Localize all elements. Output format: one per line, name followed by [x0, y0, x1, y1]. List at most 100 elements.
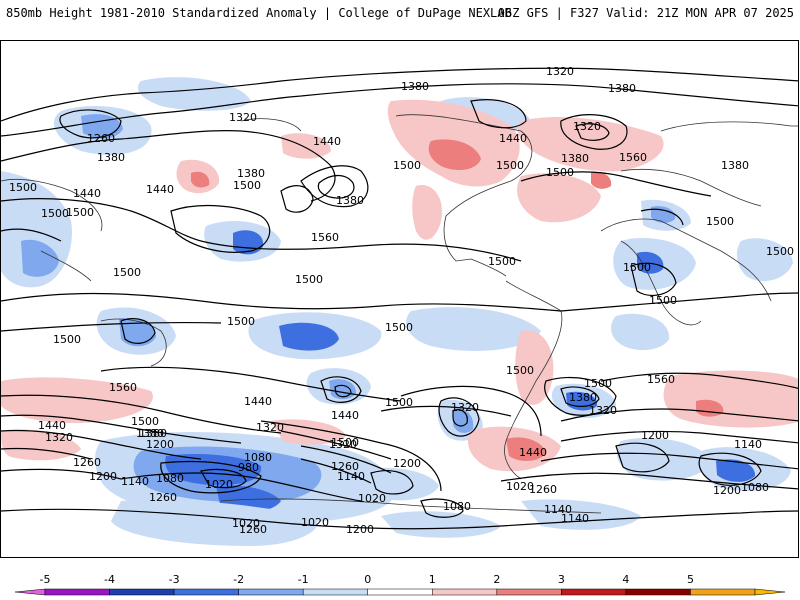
- contour-label: 1200: [346, 523, 374, 536]
- contour-label: 1500: [496, 159, 524, 172]
- contour-label: 1380: [237, 167, 265, 180]
- contour-label: 1140: [121, 475, 149, 488]
- contour-labels: 1320 1380 1320 1380 1260 1440 1380 1500 …: [9, 65, 794, 536]
- colorbar-tick-label: -4: [104, 573, 115, 586]
- colorbar-bin: [44, 588, 110, 596]
- contour-label: 1080: [156, 472, 184, 485]
- contour-label: 1500: [546, 166, 574, 179]
- contour-label: 1560: [647, 373, 675, 386]
- contour-label: 1260: [331, 460, 359, 473]
- contour-label: 1200: [713, 484, 741, 497]
- anomaly-map[interactable]: 1320 1380 1320 1380 1260 1440 1380 1500 …: [0, 40, 799, 558]
- negative-anomaly-shading: [1, 77, 793, 546]
- colorbar-tick-label: 4: [622, 573, 629, 586]
- contour-label: 1380: [721, 159, 749, 172]
- contour-label: 1500: [623, 261, 651, 274]
- contour-label: 1260: [529, 483, 557, 496]
- contour-label: 1380: [569, 391, 597, 404]
- contour-label: 1320: [329, 438, 357, 451]
- colorbar-bin: [625, 588, 691, 596]
- contour-label: 1200: [393, 457, 421, 470]
- contour-label: 1020: [301, 516, 329, 529]
- contour-label: 1500: [233, 179, 261, 192]
- contour-label: 1500: [584, 377, 612, 390]
- contour-label: 1500: [488, 255, 516, 268]
- colorbar-bin: [173, 588, 239, 596]
- colorbar-bin: [109, 588, 175, 596]
- colorbar-tick-label: -3: [169, 573, 180, 586]
- colorbar-bin: [238, 588, 304, 596]
- contour-label: 1020: [232, 517, 260, 530]
- contour-label: 1320: [573, 120, 601, 133]
- contour-label: 1380: [136, 427, 164, 440]
- colorbar-bin: [690, 588, 756, 596]
- contour-label: 1080: [741, 481, 769, 494]
- colorbar-tick-label: 5: [687, 573, 694, 586]
- colorbar-tick-label: 0: [364, 573, 371, 586]
- header-bar: 850mb Height 1981-2010 Standardized Anom…: [0, 0, 800, 36]
- contour-label: 1440: [146, 183, 174, 196]
- contour-label: 1260: [87, 132, 115, 145]
- anomaly-colorbar: -5 -4 -3 -2 -1 0 1 2 3 4 5: [0, 565, 800, 600]
- contour-label: 1440: [38, 419, 66, 432]
- contour-label: 1500: [41, 207, 69, 220]
- contour-label: 1440: [519, 446, 547, 459]
- contour-label: 1200: [641, 429, 669, 442]
- contour-label: 1440: [331, 409, 359, 422]
- contour-label: 1260: [73, 456, 101, 469]
- contour-label: 1020: [205, 478, 233, 491]
- contour-label: 1380: [139, 427, 167, 440]
- contour-label: 1080: [443, 500, 471, 513]
- model-run-info: 06Z GFS | F327 Valid: 21Z MON APR 07 202…: [497, 6, 794, 20]
- contour-label: 1380: [608, 82, 636, 95]
- colorbar-high-arrow: [754, 588, 786, 596]
- contour-label: 1500: [385, 321, 413, 334]
- contour-label: 1500: [766, 245, 794, 258]
- colorbar-tick-label: -5: [40, 573, 51, 586]
- contour-label: 1140: [337, 470, 365, 483]
- contour-label: 1380: [97, 151, 125, 164]
- colorbar-tick-label: 1: [429, 573, 436, 586]
- colorbar-bin: [432, 588, 498, 596]
- contour-label: 1500: [385, 396, 413, 409]
- contour-label: 1560: [311, 231, 339, 244]
- colorbar-bin: [302, 588, 368, 596]
- colorbar-tick-label: -1: [298, 573, 309, 586]
- contour-label: 1440: [313, 135, 341, 148]
- colorbar-bin: [496, 588, 562, 596]
- colorbar-tick-label: 3: [558, 573, 565, 586]
- contour-label: 1500: [506, 364, 534, 377]
- contour-label: 980: [238, 461, 259, 474]
- contour-label: 1440: [73, 187, 101, 200]
- contour-label: 1020: [506, 480, 534, 493]
- contour-label: 1320: [546, 65, 574, 78]
- contour-label: 1020: [358, 492, 386, 505]
- contour-label: 1320: [589, 404, 617, 417]
- contour-label: 1140: [544, 503, 572, 516]
- contour-label: 1320: [256, 421, 284, 434]
- contour-label: 1260: [149, 491, 177, 504]
- contour-label: 1500: [331, 436, 359, 449]
- contour-label: 1140: [734, 438, 762, 451]
- contour-label: 1140: [561, 512, 589, 525]
- contour-label: 1560: [619, 151, 647, 164]
- contour-label: 1380: [336, 194, 364, 207]
- contour-label: 1380: [401, 80, 429, 93]
- colorbar-bin: [367, 588, 433, 596]
- contour-label: 1500: [227, 315, 255, 328]
- contour-label: 1440: [499, 132, 527, 145]
- colorbar-tick-label: 2: [493, 573, 500, 586]
- contour-label: 1500: [295, 273, 323, 286]
- contour-label: 1500: [113, 266, 141, 279]
- contour-label: 1320: [45, 431, 73, 444]
- contour-label: 1500: [131, 415, 159, 428]
- contour-label: 1500: [393, 159, 421, 172]
- contour-label: 1080: [244, 451, 272, 464]
- contour-label: 1200: [146, 438, 174, 451]
- map-title: 850mb Height 1981-2010 Standardized Anom…: [6, 6, 512, 20]
- colorbar-tick-label: -2: [233, 573, 244, 586]
- colorbar-low-arrow: [14, 588, 46, 596]
- contour-label: 1500: [649, 294, 677, 307]
- colorbar-tick-labels: -5 -4 -3 -2 -1 0 1 2 3 4 5: [40, 573, 694, 586]
- contour-label: 1500: [9, 181, 37, 194]
